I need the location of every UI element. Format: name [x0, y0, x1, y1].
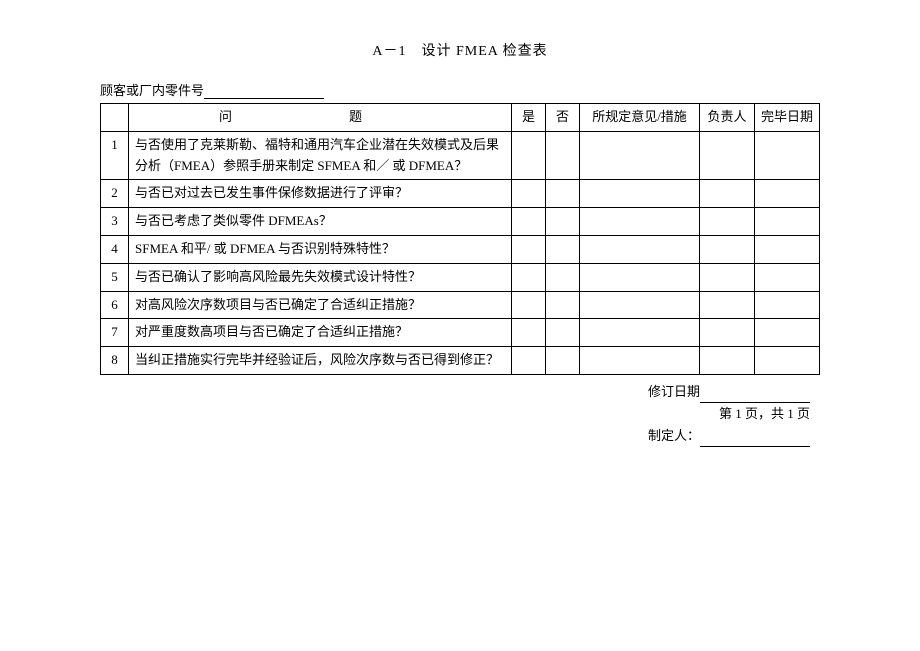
- cell-question: 与否使用了克莱斯勒、福特和通用汽车企业潜在失效模式及后果分析（FMEA）参照手册…: [129, 131, 512, 180]
- cell-date: [755, 180, 820, 208]
- cell-question: 与否已对过去已发生事件保修数据进行了评审？: [129, 180, 512, 208]
- cell-question: 对高风险次序数项目与否已确定了合适纠正措施？: [129, 291, 512, 319]
- cell-no: [546, 319, 580, 347]
- cell-date: [755, 131, 820, 180]
- cell-question: 对严重度数高项目与否已确定了合适纠正措施？: [129, 319, 512, 347]
- header-num: [101, 104, 129, 132]
- cell-yes: [512, 131, 546, 180]
- cell-owner: [700, 208, 755, 236]
- cell-question: 与否已考虑了类似零件 DFMEAs？: [129, 208, 512, 236]
- cell-action: [580, 131, 700, 180]
- rev-date-label: 修订日期: [648, 384, 700, 399]
- cell-no: [546, 131, 580, 180]
- cell-owner: [700, 263, 755, 291]
- cell-no: [546, 208, 580, 236]
- table-row: 7对严重度数高项目与否已确定了合适纠正措施？: [101, 319, 820, 347]
- cell-owner: [700, 180, 755, 208]
- cell-no: [546, 347, 580, 375]
- cell-action: [580, 180, 700, 208]
- author-label: 制定人：: [648, 428, 700, 443]
- header-yes: 是: [512, 104, 546, 132]
- cell-num: 8: [101, 347, 129, 375]
- rev-date-blank: [700, 389, 810, 403]
- table-row: 4SFMEA 和平/ 或 DFMEA 与否识别特殊特性？: [101, 235, 820, 263]
- cell-action: [580, 347, 700, 375]
- cell-no: [546, 235, 580, 263]
- table-row: 2与否已对过去已发生事件保修数据进行了评审？: [101, 180, 820, 208]
- cell-num: 7: [101, 319, 129, 347]
- cell-owner: [700, 235, 755, 263]
- table-row: 5与否已确认了影响高风险最先失效模式设计特性？: [101, 263, 820, 291]
- header-owner: 负责人: [700, 104, 755, 132]
- cell-date: [755, 235, 820, 263]
- page-info: 第 1 页，共 1 页: [100, 403, 810, 425]
- cell-no: [546, 291, 580, 319]
- cell-action: [580, 263, 700, 291]
- cell-action: [580, 319, 700, 347]
- part-number-blank: [204, 83, 324, 99]
- cell-owner: [700, 291, 755, 319]
- header-date: 完毕日期: [755, 104, 820, 132]
- table-row: 6对高风险次序数项目与否已确定了合适纠正措施？: [101, 291, 820, 319]
- author-blank: [700, 433, 810, 447]
- cell-date: [755, 291, 820, 319]
- cell-num: 2: [101, 180, 129, 208]
- cell-yes: [512, 319, 546, 347]
- header-no: 否: [546, 104, 580, 132]
- cell-no: [546, 263, 580, 291]
- cell-num: 3: [101, 208, 129, 236]
- cell-num: 6: [101, 291, 129, 319]
- cell-question: 当纠正措施实行完毕并经验证后，风险次序数与否已得到修正？: [129, 347, 512, 375]
- page-title: A－1 设计 FMEA 检查表: [100, 40, 820, 60]
- table-row: 8当纠正措施实行完毕并经验证后，风险次序数与否已得到修正？: [101, 347, 820, 375]
- cell-owner: [700, 131, 755, 180]
- cell-yes: [512, 291, 546, 319]
- cell-action: [580, 235, 700, 263]
- table-row: 1与否使用了克莱斯勒、福特和通用汽车企业潜在失效模式及后果分析（FMEA）参照手…: [101, 131, 820, 180]
- cell-no: [546, 180, 580, 208]
- part-number-row: 顾客或厂内零件号: [100, 80, 820, 99]
- cell-owner: [700, 347, 755, 375]
- cell-date: [755, 208, 820, 236]
- cell-action: [580, 291, 700, 319]
- cell-question: SFMEA 和平/ 或 DFMEA 与否识别特殊特性？: [129, 235, 512, 263]
- cell-num: 4: [101, 235, 129, 263]
- cell-question: 与否已确认了影响高风险最先失效模式设计特性？: [129, 263, 512, 291]
- fmea-checklist-table: 问 题 是 否 所规定意见/措施 负责人 完毕日期 1与否使用了克莱斯勒、福特和…: [100, 103, 820, 375]
- cell-owner: [700, 319, 755, 347]
- cell-num: 5: [101, 263, 129, 291]
- cell-date: [755, 319, 820, 347]
- header-question: 问 题: [129, 104, 512, 132]
- cell-date: [755, 263, 820, 291]
- table-header-row: 问 题 是 否 所规定意见/措施 负责人 完毕日期: [101, 104, 820, 132]
- footer: 修订日期 第 1 页，共 1 页 制定人：: [100, 381, 820, 447]
- cell-num: 1: [101, 131, 129, 180]
- cell-action: [580, 208, 700, 236]
- cell-yes: [512, 235, 546, 263]
- cell-yes: [512, 347, 546, 375]
- header-action: 所规定意见/措施: [580, 104, 700, 132]
- cell-yes: [512, 180, 546, 208]
- table-row: 3与否已考虑了类似零件 DFMEAs？: [101, 208, 820, 236]
- cell-yes: [512, 263, 546, 291]
- cell-yes: [512, 208, 546, 236]
- part-number-label: 顾客或厂内零件号: [100, 83, 204, 98]
- cell-date: [755, 347, 820, 375]
